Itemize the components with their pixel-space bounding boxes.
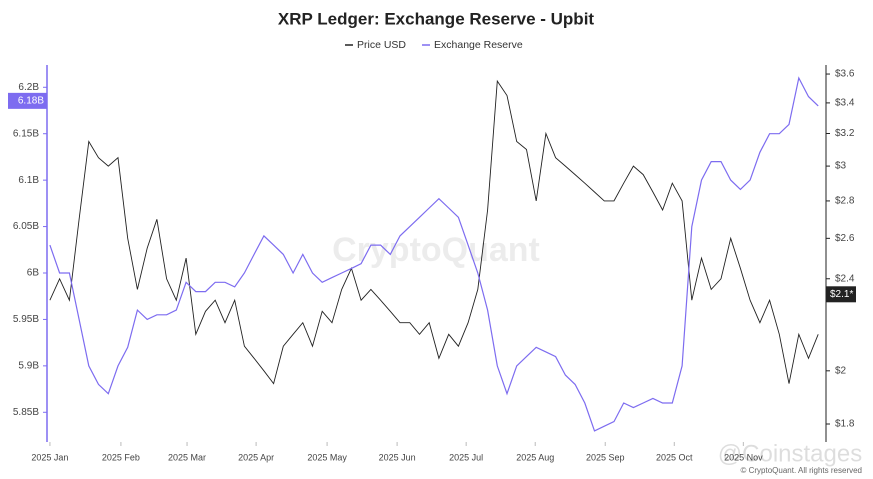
tag-bg [826, 286, 856, 303]
last-value-tag: 6.18B [8, 92, 47, 109]
x-tick-label: 2025 Jan [31, 452, 68, 462]
tag-bg [8, 92, 47, 109]
x-tick-label: 2025 Jun [379, 452, 416, 462]
source-watermark: @Coinstages [718, 440, 862, 467]
y2-tick-label: $2.6 [835, 233, 855, 244]
copyright: © CryptoQuant. All rights reserved [741, 466, 863, 475]
watermark: CryptoQuant [332, 231, 540, 269]
x-tick-label: 2025 Apr [238, 452, 274, 462]
x-tick-label: 2025 Sep [586, 452, 625, 462]
legend-label: Price USD [357, 39, 406, 51]
x-tick-label: 2025 Nov [724, 452, 763, 462]
last-value-tag: $2.1* [826, 286, 856, 303]
y2-tick-label: $2 [835, 365, 847, 376]
y-tick-label: 6.05B [13, 221, 39, 232]
y-tick-label: 5.9B [18, 360, 39, 371]
y-tick-label: 6.1B [18, 175, 39, 186]
x-tick-label: 2025 Aug [516, 452, 554, 462]
x-tick-label: 2025 Feb [102, 452, 140, 462]
y-tick-label: 5.95B [13, 314, 39, 325]
y-tick-label: 6.15B [13, 128, 39, 139]
y-tick-label: 6.2B [18, 82, 39, 93]
x-tick-label: 2025 Oct [656, 452, 693, 462]
chart-title: XRP Ledger: Exchange Reserve - Upbit [278, 9, 595, 28]
y-tick-label: 6B [27, 268, 40, 279]
tag-label: $2.1* [830, 289, 853, 300]
x-tick-label: 2025 Jul [449, 452, 483, 462]
series-line [49, 76, 819, 432]
y2-tick-label: $2.8 [835, 196, 855, 207]
y2-tick-label: $3 [835, 161, 847, 172]
y2-tick-label: $3.6 [835, 69, 855, 80]
series-line [49, 79, 819, 385]
y-tick-label: 5.85B [13, 407, 39, 418]
x-tick-label: 2025 Mar [168, 452, 206, 462]
y2-tick-label: $1.8 [835, 419, 855, 430]
y2-tick-label: $2.4 [835, 273, 855, 284]
tag-label: 6.18B [18, 95, 44, 106]
y2-tick-label: $3.2 [835, 128, 855, 139]
legend-label: Exchange Reserve [434, 39, 523, 51]
y2-tick-label: $3.4 [835, 98, 855, 109]
x-tick-label: 2025 May [307, 452, 347, 462]
